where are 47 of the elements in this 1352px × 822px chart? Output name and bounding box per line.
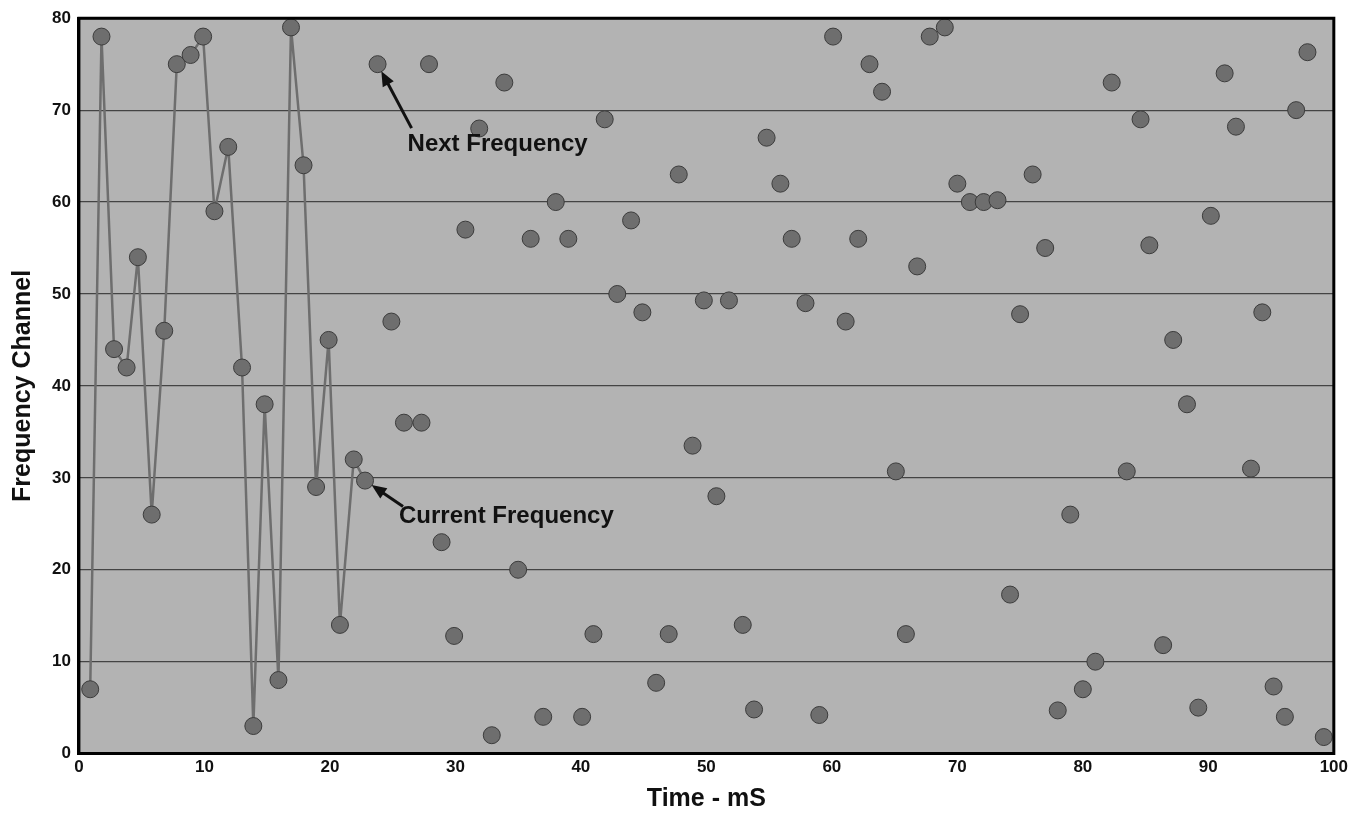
x-tick-label: 90 [1198,757,1218,777]
point [155,321,174,340]
x-tick-label: 0 [74,757,84,777]
y-tick-label: 0 [61,743,71,763]
x-tick-label: 10 [194,757,214,777]
point [330,615,349,634]
point [344,450,363,469]
point [205,202,224,221]
y-tick-label: 40 [51,375,71,395]
point [281,18,300,37]
y-tick-label: 60 [51,191,71,211]
x-tick-label: 40 [571,757,591,777]
point [92,27,111,46]
point [307,478,326,497]
point [356,471,375,490]
y-tick-label: 20 [51,559,71,579]
point [142,505,161,524]
y-tick-label: 30 [51,467,71,487]
x-tick-label: 100 [1319,757,1349,777]
point [128,248,147,267]
y-tick-label: 50 [51,283,71,303]
point [194,27,213,46]
y-tick-label: 80 [51,7,71,27]
point [244,717,263,736]
point [294,156,313,175]
x-tick-label: 50 [696,757,716,777]
x-tick-label: 30 [445,757,465,777]
point [81,680,100,699]
point [167,55,186,74]
annotation: Next Frequency [407,128,589,156]
point [117,358,136,377]
point [319,330,338,349]
y-tick-label: 70 [51,99,71,119]
point [219,137,238,156]
x-tick-label: 60 [822,757,842,777]
point [233,358,252,377]
x-tick-label: 70 [947,757,967,777]
annotation: Current Frequency [399,501,615,529]
y-axis-title: Frequency Channel [6,269,35,502]
x-tick-label: 20 [320,757,340,777]
point [181,45,200,64]
x-axis-title: Time - mS [646,782,766,811]
x-tick-label: 80 [1073,757,1093,777]
point [269,671,288,690]
point [105,340,124,359]
point [255,395,274,414]
y-tick-label: 10 [51,651,71,671]
